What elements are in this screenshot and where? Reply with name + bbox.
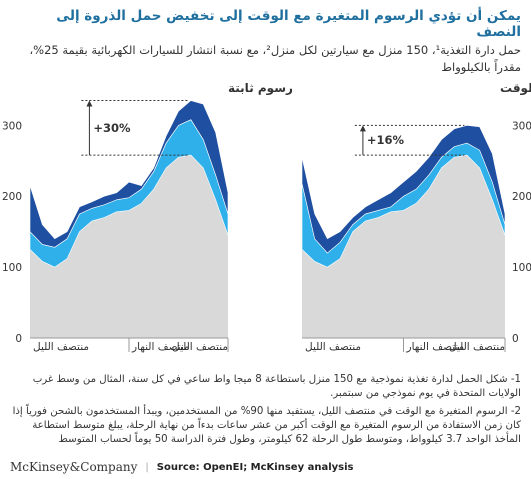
y-tick-label: 300	[512, 120, 531, 132]
footer: McKinsey&Company | Source: OpenEI; McKin…	[10, 460, 353, 474]
panel-title: رسوم ثابتة	[228, 81, 293, 96]
annotation-label: +16%	[367, 133, 405, 147]
area	[29, 100, 229, 248]
note: 1- شكل الحمل لدارة تغذية نموذجية مع 150 …	[32, 374, 521, 399]
x-tick-label: منتصف الليل	[305, 341, 361, 353]
source: Source: OpenEI; McKinsey analysis	[156, 461, 354, 473]
annotation-label: +30%	[93, 121, 131, 135]
y-tick-label: 100	[512, 262, 531, 274]
area	[302, 155, 505, 338]
y-tick-label: 0	[512, 333, 519, 345]
x-tick-label: منتصف الليل	[449, 341, 505, 353]
title: يمكن أن تؤدي الرسوم المتغيرة مع الوقت إل…	[56, 8, 521, 40]
separator: |	[145, 461, 149, 473]
x-tick-label: منتصف الليل	[33, 341, 89, 353]
note: 2- الرسوم المتغيرة مع الوقت في منتصف الل…	[12, 406, 521, 445]
logo: McKinsey&Company	[10, 460, 138, 474]
y-tick-label: 200	[512, 191, 531, 203]
x-tick-label: منتصف النهار	[406, 341, 465, 353]
arrow-head	[359, 125, 366, 132]
y-tick-label: 0	[15, 333, 22, 345]
y-tick-label: 100	[2, 262, 22, 274]
x-tick-label: منتصف الليل	[172, 341, 228, 353]
y-tick-label: 200	[2, 191, 22, 203]
panel-title: رسوم متغيرة مع الوقت	[500, 81, 531, 96]
y-tick-label: 300	[2, 120, 22, 132]
arrow-head	[86, 100, 93, 107]
area	[301, 125, 506, 254]
area	[30, 155, 228, 338]
x-tick-label: منتصف النهار	[131, 341, 190, 353]
subtitle: حمل دارة التغذية¹، 150 منزل مع سيارتين ل…	[29, 43, 521, 74]
